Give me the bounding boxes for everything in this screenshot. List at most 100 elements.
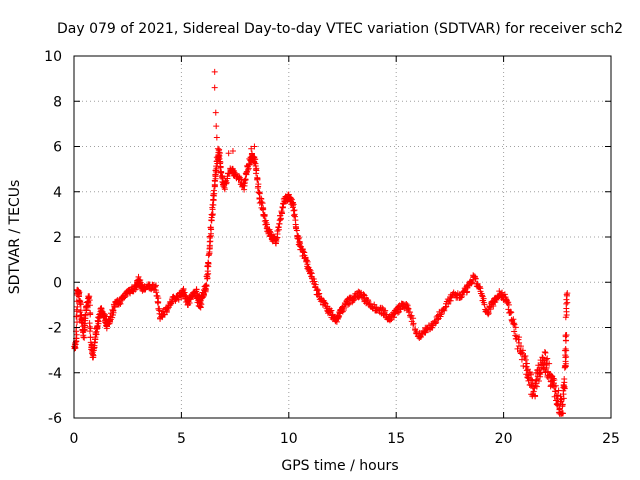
data-point: [73, 306, 80, 313]
data-point: [563, 347, 570, 354]
data-point: [209, 206, 216, 213]
data-point: [522, 356, 529, 363]
data-point: [390, 314, 397, 321]
data-point: [532, 393, 539, 400]
data-point: [371, 301, 378, 308]
y-tick-labels: -6 -4 -2 0 2 4 6 8 10: [44, 49, 62, 427]
x-tick-label: 15: [387, 431, 405, 447]
data-point: [410, 315, 417, 322]
data-point: [254, 176, 261, 183]
data-point: [214, 145, 221, 152]
data-point: [236, 173, 243, 180]
data-point: [251, 159, 258, 166]
data-point: [211, 68, 218, 75]
data-point: [481, 301, 488, 308]
data-point: [523, 360, 530, 367]
data-point: [213, 134, 220, 141]
data-point: [514, 345, 521, 352]
data-point: [248, 145, 255, 152]
data-point: [333, 318, 340, 325]
data-point: [533, 383, 540, 390]
data-point: [551, 377, 558, 384]
data-point: [563, 292, 570, 299]
data-point: [229, 148, 236, 155]
data-point: [211, 84, 218, 91]
data-point: [81, 334, 88, 341]
data-point: [564, 299, 571, 306]
data-point: [528, 376, 535, 383]
data-point: [295, 236, 302, 243]
data-point: [251, 143, 258, 150]
data-point: [151, 283, 158, 290]
y-tick-label: -4: [48, 366, 62, 382]
data-point: [293, 227, 300, 234]
data-point: [507, 308, 514, 315]
data-point: [255, 181, 262, 188]
data-point: [258, 199, 265, 206]
data-point: [410, 320, 417, 327]
data-point: [505, 301, 512, 308]
data-point: [296, 239, 303, 246]
data-point: [553, 397, 560, 404]
data-point: [434, 312, 441, 319]
data-point: [526, 369, 533, 376]
axis-ticks: [73, 55, 612, 419]
data-point: [152, 287, 159, 294]
data-point: [468, 280, 475, 287]
data-point: [290, 212, 297, 219]
data-point: [563, 331, 570, 338]
data-point: [206, 243, 213, 250]
data-point: [479, 292, 486, 299]
data-point: [485, 310, 492, 317]
data-point: [442, 304, 449, 311]
data-point: [530, 388, 537, 395]
data-point: [520, 362, 527, 369]
data-point: [546, 360, 553, 367]
data-point: [355, 288, 362, 295]
data-point: [341, 305, 348, 312]
data-point: [457, 294, 464, 301]
data-point: [90, 354, 97, 361]
data-point: [275, 224, 282, 231]
data-point: [261, 212, 268, 219]
grid-lines: [74, 56, 611, 418]
data-point: [539, 354, 546, 361]
data-point: [221, 186, 228, 193]
x-tick-label: 10: [280, 431, 298, 447]
data-point: [237, 176, 244, 183]
data-point: [487, 306, 494, 313]
data-point: [511, 321, 518, 328]
data-point: [288, 195, 295, 202]
data-point: [552, 382, 559, 389]
data-point: [561, 375, 568, 382]
data-point: [253, 167, 260, 174]
data-point: [110, 307, 117, 314]
data-point: [121, 294, 128, 301]
data-point: [543, 356, 550, 363]
x-tick-labels: 0 5 10 15 20 25: [70, 431, 620, 447]
data-point: [207, 224, 214, 231]
data-point: [73, 331, 80, 338]
y-axis-label: SDTVAR / TECUs: [7, 180, 23, 295]
x-axis-label: GPS time / hours: [281, 458, 398, 474]
data-point: [85, 294, 92, 301]
data-point: [86, 302, 93, 309]
data-point: [87, 311, 94, 318]
data-point: [432, 320, 439, 327]
y-tick-label: 8: [53, 94, 62, 110]
data-point: [556, 406, 563, 413]
data-point: [517, 343, 524, 350]
data-point: [472, 275, 479, 282]
y-tick-label: 0: [53, 275, 62, 291]
data-point: [559, 401, 566, 408]
y-tick-label: 6: [53, 140, 62, 156]
data-point: [135, 273, 142, 280]
x-tick-label: 0: [70, 431, 79, 447]
data-point: [345, 300, 352, 307]
data-point: [203, 281, 210, 288]
data-point: [74, 303, 81, 310]
data-point: [562, 358, 569, 365]
data-point: [86, 297, 93, 304]
data-point: [512, 324, 519, 331]
